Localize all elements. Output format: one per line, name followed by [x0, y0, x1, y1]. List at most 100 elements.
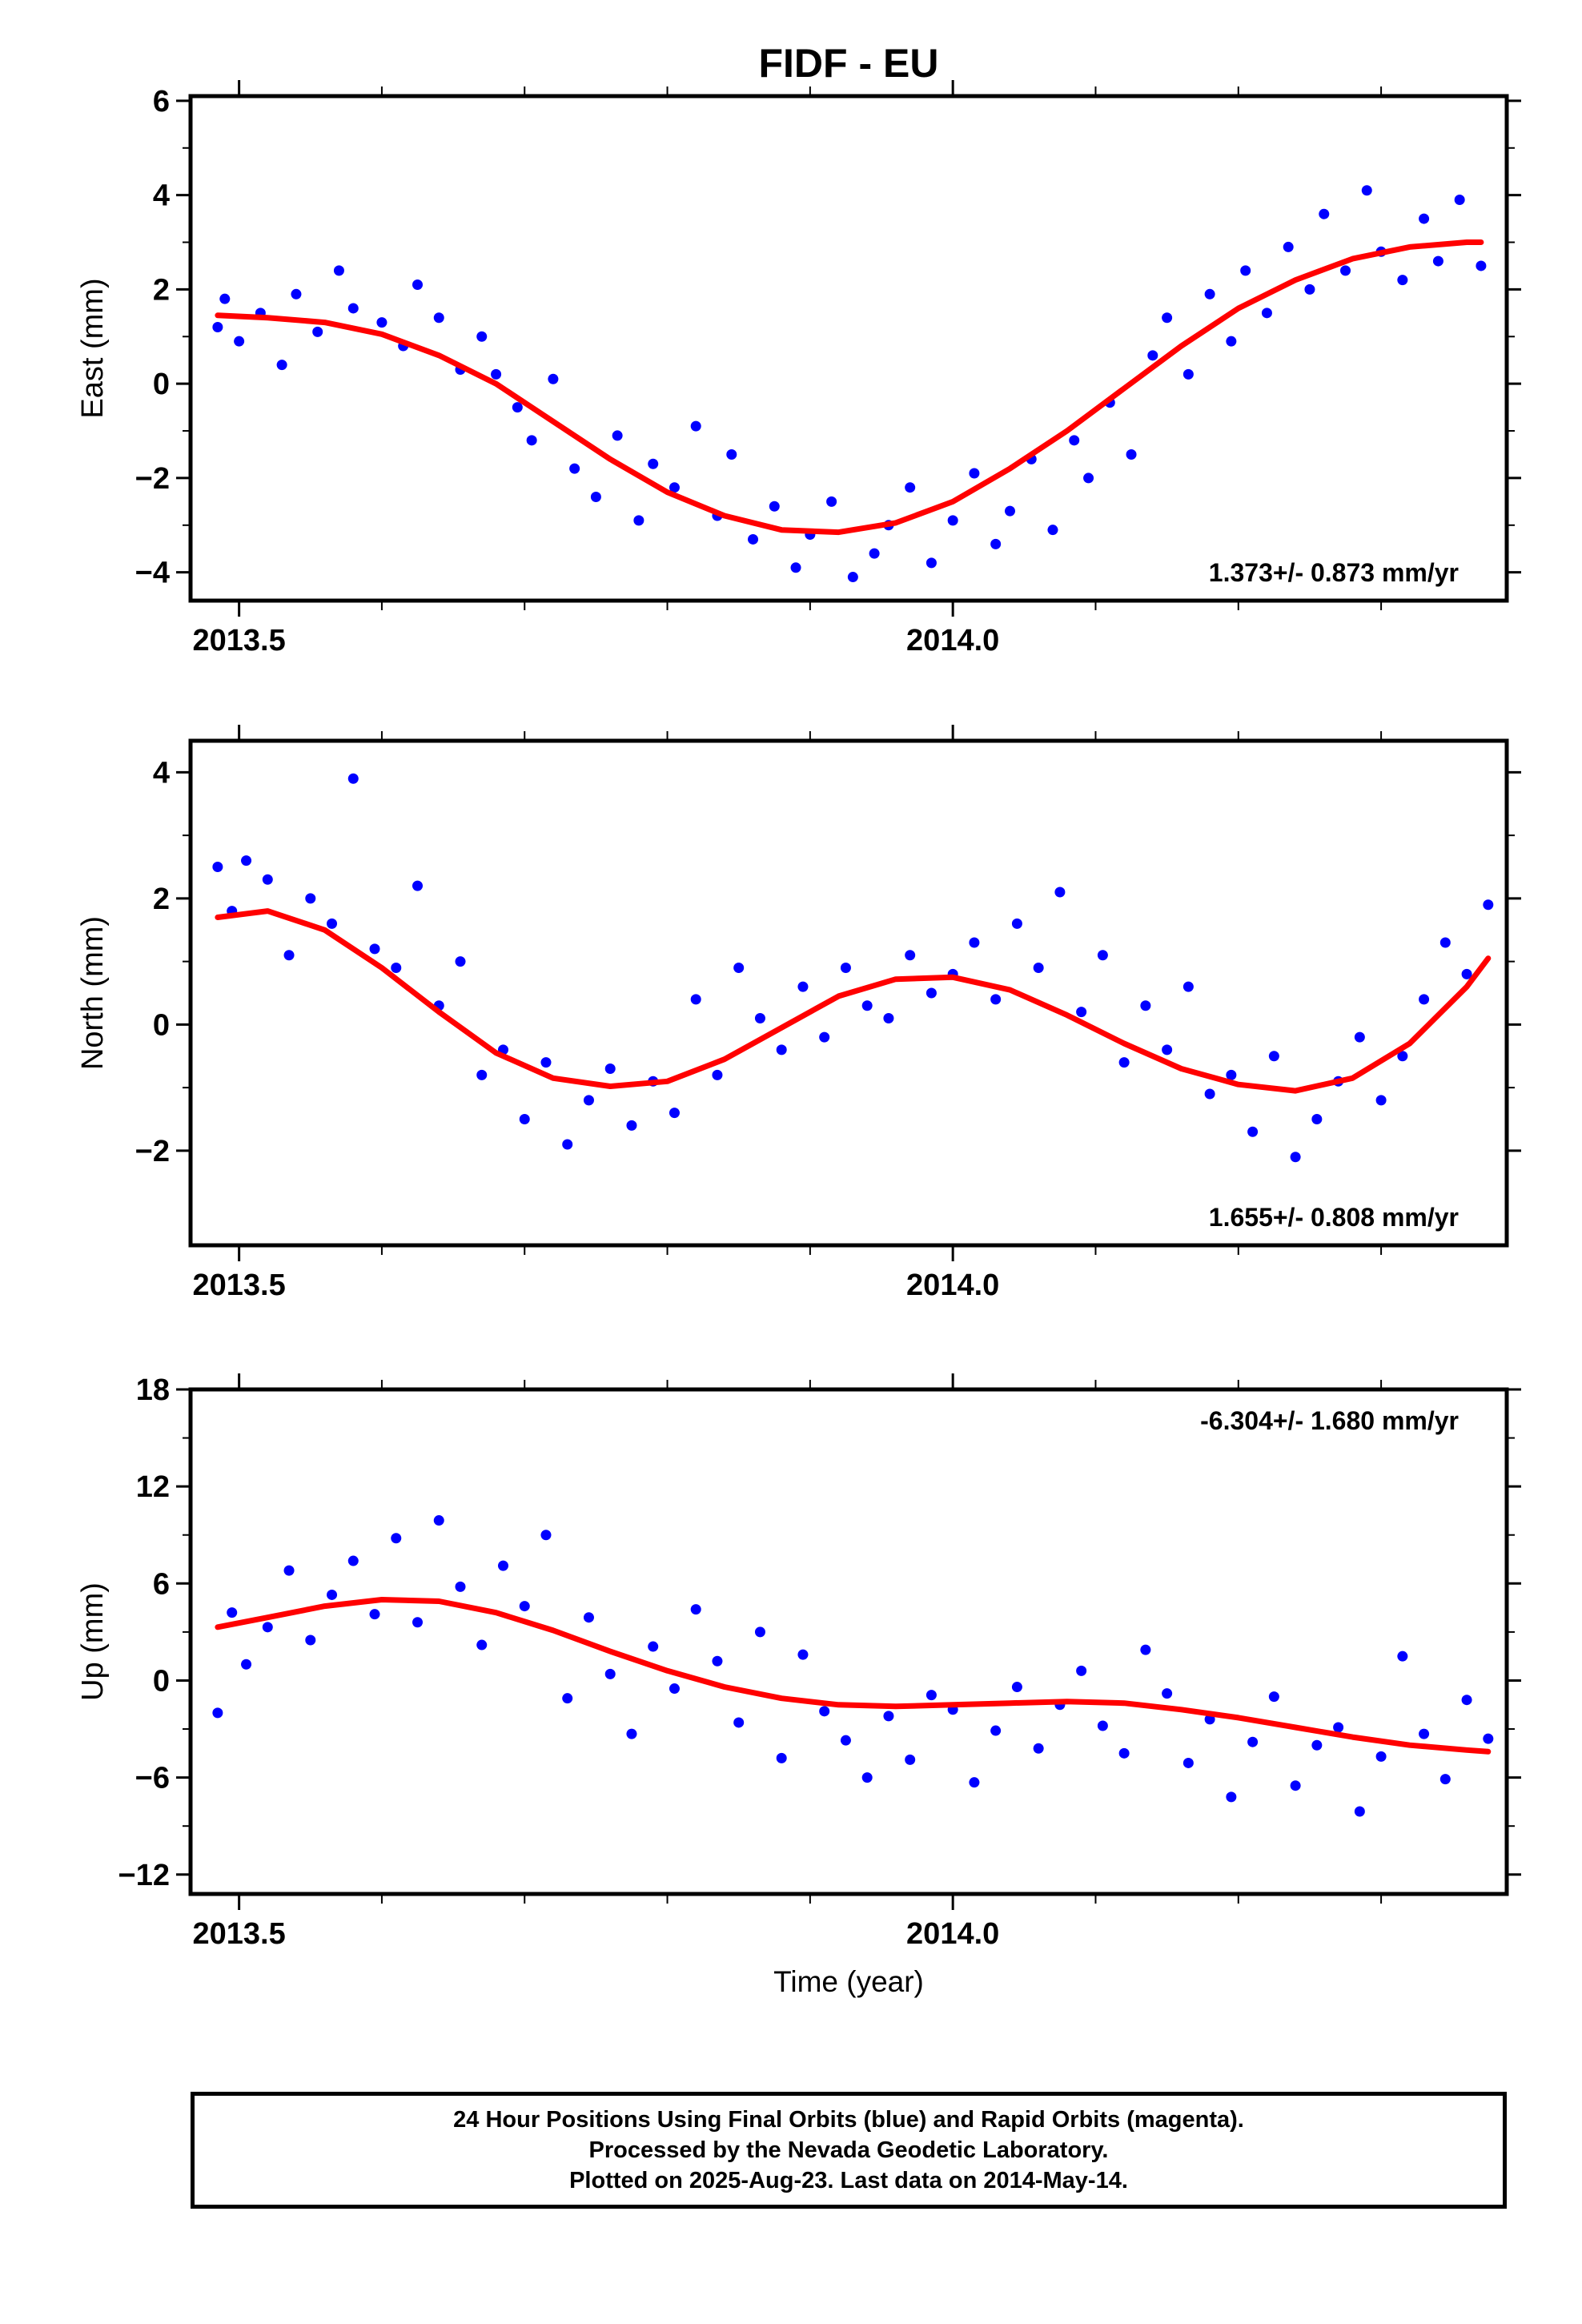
east-data-point: [1047, 525, 1058, 536]
up-data-point: [690, 1604, 701, 1615]
east-frame: [188, 94, 1509, 603]
north-data-point: [583, 1095, 594, 1106]
east-y-tick-label: 0: [153, 368, 170, 401]
east-y-tick-label: 6: [153, 85, 170, 119]
north-data-point: [1311, 1114, 1323, 1124]
east-data-point: [569, 463, 580, 474]
east-data-point: [947, 515, 958, 526]
east-data-point: [926, 557, 937, 569]
north-data-point: [1204, 1088, 1215, 1100]
east-data-point: [669, 482, 680, 493]
up-data-point: [1290, 1780, 1301, 1791]
up-data-point: [1118, 1747, 1130, 1759]
up-data-point: [347, 1555, 359, 1566]
east-y-tick-label: 4: [153, 179, 170, 213]
east-data-point: [1147, 350, 1158, 361]
north-data-point: [327, 918, 338, 929]
up-y-tick-label: 12: [136, 1470, 170, 1504]
east-data-point: [790, 562, 801, 573]
east-data-point: [905, 482, 916, 493]
up-data-point: [840, 1735, 851, 1746]
north-data-point: [1033, 963, 1044, 973]
x-axis-label: Time (year): [773, 1965, 924, 1998]
up-data-point: [969, 1777, 980, 1788]
north-data-point: [1290, 1152, 1301, 1163]
north-data-point: [690, 994, 701, 1005]
east-data-point: [1162, 312, 1173, 324]
east-data-point: [690, 420, 701, 432]
up-data-point: [1268, 1691, 1279, 1703]
up-data-point: [562, 1693, 573, 1704]
north-data-point: [1011, 918, 1022, 929]
east-x-tick-label: 2013.5: [193, 624, 286, 657]
east-data-point: [1476, 260, 1487, 271]
east-data-point: [347, 303, 359, 314]
north-data-point: [669, 1108, 680, 1119]
east-data-point: [1304, 283, 1315, 295]
up-data-point: [861, 1772, 873, 1783]
north-data-point: [455, 956, 466, 967]
up-y-axis-label: Up (mm): [76, 1582, 110, 1701]
up-data-point: [262, 1622, 273, 1633]
east-data-point: [726, 448, 737, 460]
east-data-point: [491, 368, 502, 380]
north-data-point: [969, 937, 980, 948]
north-data-point: [1162, 1044, 1173, 1055]
up-data-point: [1226, 1791, 1237, 1803]
north-data-point: [1076, 1007, 1087, 1018]
north-data-point: [305, 893, 316, 904]
north-data-point: [797, 981, 809, 992]
up-data-point: [648, 1641, 659, 1652]
north-data-point: [562, 1139, 573, 1150]
north-data-point: [1354, 1031, 1365, 1043]
up-data-point: [1162, 1688, 1173, 1699]
north-data-point: [626, 1120, 637, 1131]
north-data-point: [212, 862, 223, 872]
east-rate-label: 1.373+/- 0.873 mm/yr: [1209, 558, 1459, 587]
up-data-point: [327, 1589, 338, 1600]
up-rate-label: -6.304+/- 1.680 mm/yr: [1200, 1406, 1459, 1435]
north-x-tick-label: 2013.5: [193, 1269, 286, 1302]
up-data-point: [583, 1612, 594, 1623]
up-data-point: [305, 1634, 316, 1646]
up-data-point: [926, 1690, 937, 1701]
east-y-tick-label: −4: [135, 557, 170, 590]
north-y-axis-label: North (mm): [76, 916, 110, 1070]
up-fit-line: [215, 1597, 1492, 1755]
east-data-point: [512, 402, 523, 413]
east-data-point: [1004, 505, 1015, 517]
up-y-tick-label: 0: [153, 1664, 170, 1698]
north-y-tick-label: 4: [153, 756, 170, 790]
east-y-axis-label: East (mm): [76, 278, 110, 418]
east-y-tick-label: −2: [135, 462, 170, 496]
east-fit-line: [215, 239, 1484, 536]
north-data-point: [540, 1057, 552, 1068]
north-y-tick-label: 2: [153, 883, 170, 916]
up-data-point: [519, 1601, 530, 1612]
up-data-point: [455, 1581, 466, 1592]
up-data-point: [212, 1707, 223, 1719]
north-data-point: [1419, 994, 1430, 1005]
footer-line-3: Plotted on 2025-Aug-23. Last data on 201…: [569, 2168, 1128, 2193]
up-data-point: [241, 1659, 252, 1670]
up-data-point: [540, 1530, 552, 1541]
up-data-point: [754, 1626, 765, 1638]
east-x-tick-label: 2014.0: [906, 624, 999, 657]
east-data: [212, 185, 1487, 583]
east-data-point: [1319, 208, 1330, 219]
north-data-point: [1182, 981, 1194, 992]
east-data-point: [648, 458, 659, 469]
east-data-point: [412, 279, 424, 291]
north-data-point: [819, 1031, 830, 1043]
east-data-point: [1126, 448, 1137, 460]
up-data-point: [1311, 1739, 1323, 1751]
up-panel: 2013.5 2014.0 −12 −6 0 6 12 18 Up (mm) -6.304+/- …: [76, 1373, 1521, 1951]
east-data-point: [1283, 241, 1294, 252]
up-data-point: [905, 1754, 916, 1765]
north-y-tick-label: −2: [135, 1135, 170, 1168]
east-y-tick-label: 2: [153, 273, 170, 307]
up-data-point: [1097, 1720, 1108, 1731]
up-data-point: [412, 1617, 424, 1628]
up-frame: [188, 1387, 1509, 1896]
